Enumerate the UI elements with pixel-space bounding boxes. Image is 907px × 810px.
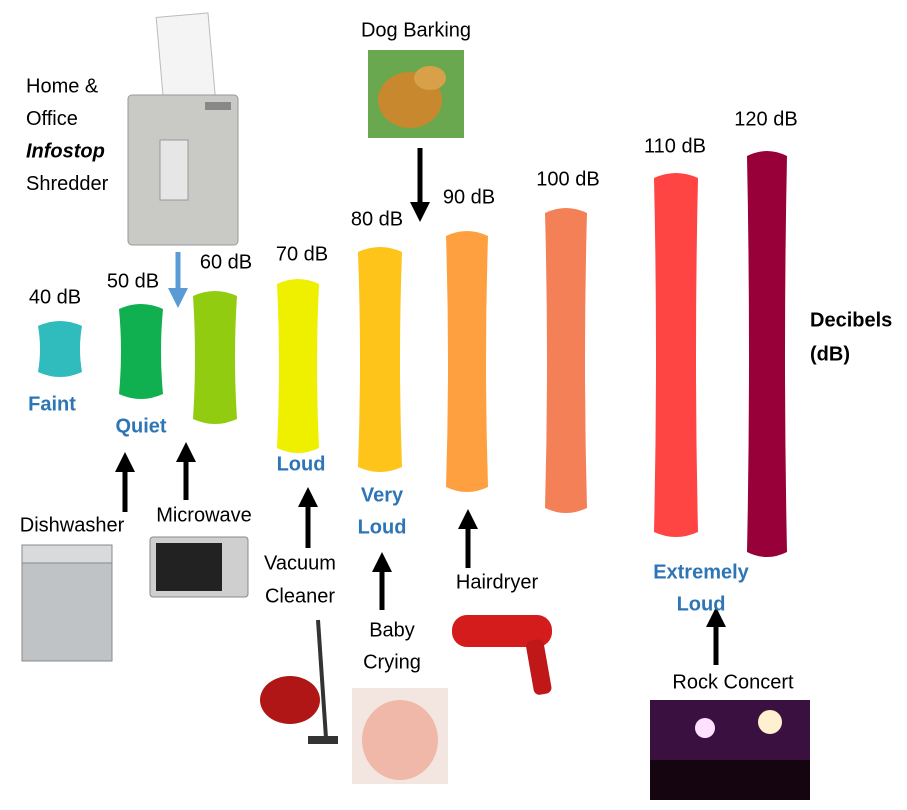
level-label: 90 dB — [443, 186, 495, 208]
baby-image — [352, 688, 448, 784]
axis-label: Decibels — [810, 309, 892, 331]
concert-image — [650, 700, 810, 800]
source-label: Infostop — [26, 140, 105, 162]
level-label: 80 dB — [351, 208, 403, 230]
level-bar — [446, 231, 488, 492]
level-bar — [545, 208, 587, 513]
level-bar — [38, 321, 82, 377]
source-label: Shredder — [26, 173, 109, 195]
source-label: Cleaner — [265, 585, 335, 607]
arrows — [115, 148, 726, 665]
level-bar — [358, 247, 402, 472]
source-label: Dog Barking — [361, 19, 471, 41]
source-label: Hairdryer — [456, 571, 539, 593]
level-label: 100 dB — [536, 168, 599, 190]
level-bar — [654, 173, 698, 537]
source-label: Dishwasher — [20, 514, 125, 536]
source-label: Home & — [26, 75, 99, 97]
level-bar — [193, 291, 237, 424]
source-label: Crying — [363, 651, 421, 673]
level-label: 120 dB — [734, 108, 797, 130]
shredder-image — [127, 12, 239, 246]
source-label: Vacuum — [264, 552, 336, 574]
level-bar — [277, 279, 319, 453]
hairdryer-image — [452, 615, 552, 695]
category-label: Loud — [677, 593, 726, 615]
category-label: Faint — [28, 393, 76, 415]
dog-image — [368, 50, 464, 138]
level-bar — [119, 304, 163, 399]
microwave-image — [149, 536, 249, 598]
dishwasher-image — [21, 544, 113, 662]
level-label: 70 dB — [276, 243, 328, 265]
source-label: Rock Concert — [672, 671, 794, 693]
level-label: 50 dB — [107, 270, 159, 292]
source-label: Microwave — [156, 504, 252, 526]
category-label: Very — [361, 484, 404, 506]
category-label: Extremely — [653, 561, 749, 583]
category-label: Loud — [277, 453, 326, 475]
category-label: Quiet — [115, 415, 166, 437]
level-label: 40 dB — [29, 286, 81, 308]
level-bar — [747, 151, 787, 557]
category-label: Loud — [358, 516, 407, 538]
source-label: Office — [26, 108, 78, 130]
level-label: 60 dB — [200, 251, 252, 273]
axis-label: (dB) — [810, 343, 850, 365]
vacuum-image — [260, 619, 338, 744]
level-label: 110 dB — [644, 135, 706, 157]
source-label: Baby — [369, 619, 415, 641]
